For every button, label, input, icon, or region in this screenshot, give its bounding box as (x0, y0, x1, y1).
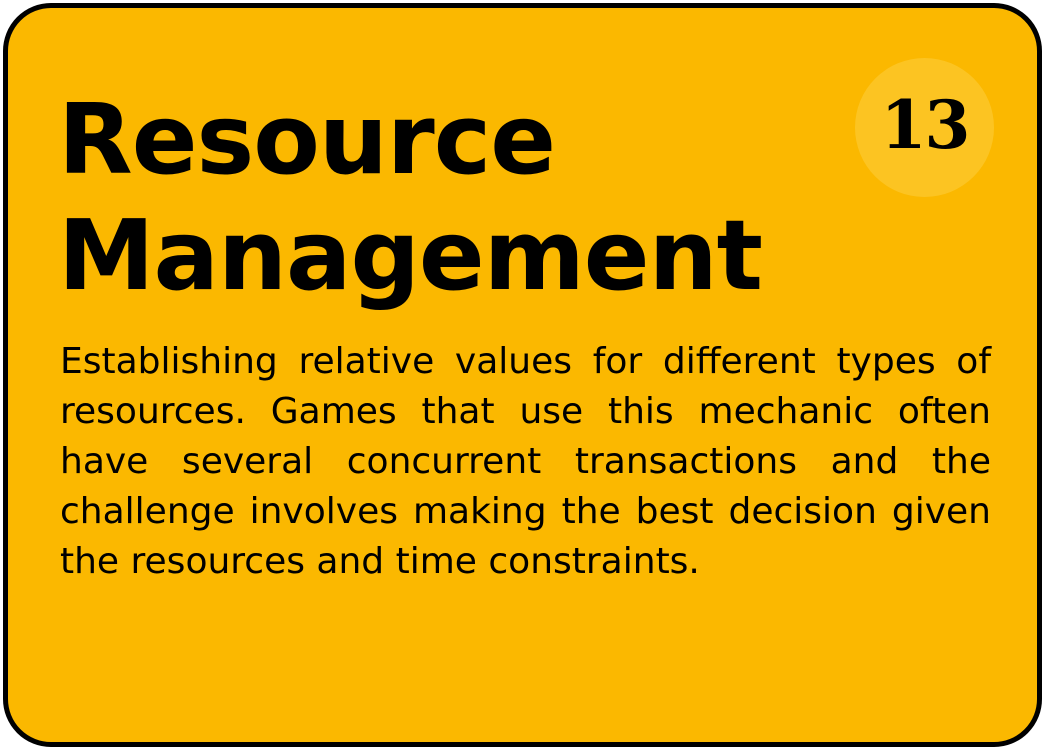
card-description: Establishing relative values for differe… (60, 341, 991, 582)
card-title-line-1: Resource (58, 83, 556, 196)
card-title: Resource Management (58, 82, 763, 314)
card-title-line-2: Management (58, 199, 763, 312)
card-number-badge: 13 (855, 58, 994, 197)
card-number: 13 (880, 85, 971, 164)
